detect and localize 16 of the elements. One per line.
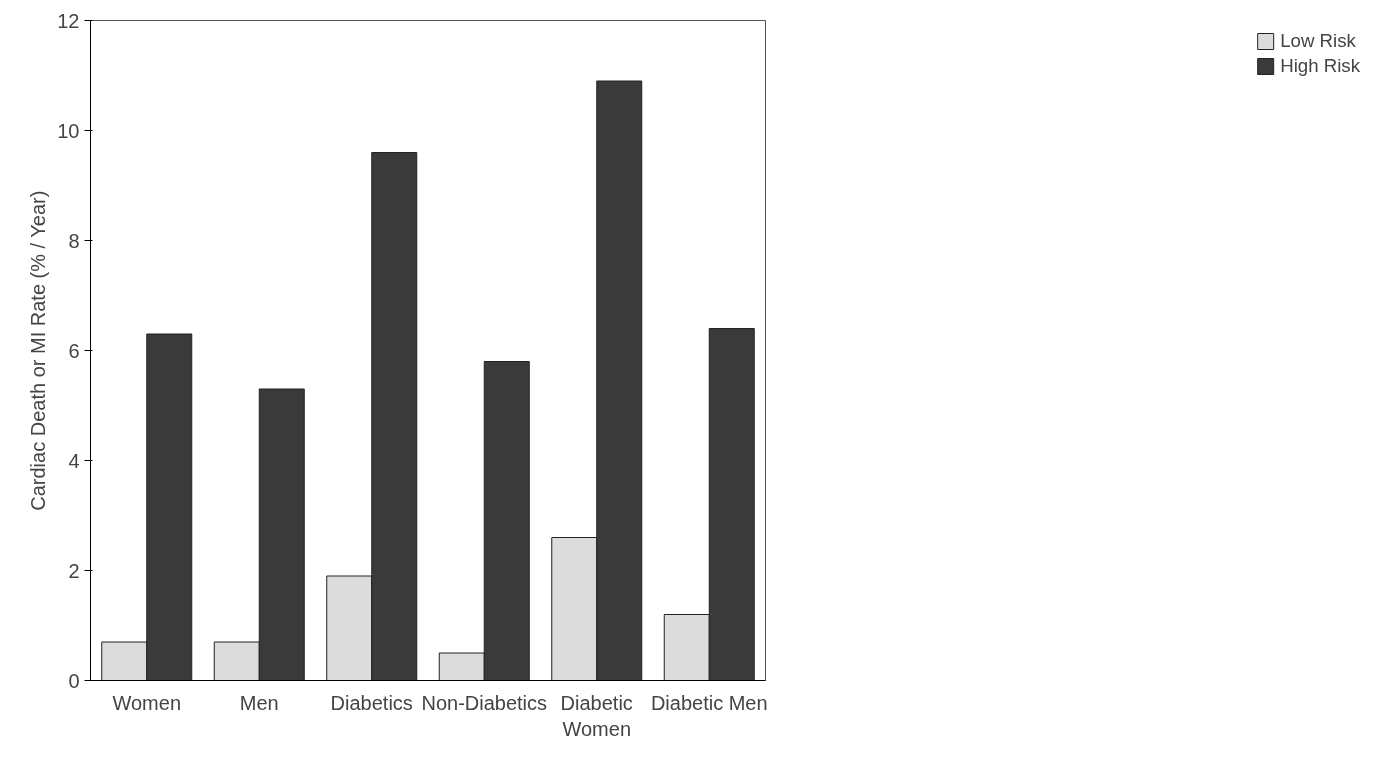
y-tick-label: 6 xyxy=(68,339,80,362)
y-axis-title: Cardiac Death or MI Rate (% / Year) xyxy=(27,190,50,511)
x-tick-label: Diabetics xyxy=(330,691,413,714)
legend-label: High Risk xyxy=(1280,55,1360,77)
legend-label: Low Risk xyxy=(1280,30,1356,52)
y-tick-label: 0 xyxy=(68,669,80,692)
y-tick-label: 4 xyxy=(68,449,80,472)
y-tick-label: 10 xyxy=(57,119,80,142)
y-tick-label: 8 xyxy=(68,229,80,252)
x-tick-label: Diabetic Men xyxy=(650,691,768,714)
x-tick-label: Non-Diabetics xyxy=(421,691,548,714)
x-tick-label: Women xyxy=(112,691,182,714)
y-tick-label: 12 xyxy=(57,9,80,32)
x-tick-label: Men xyxy=(239,691,279,714)
y-tick-label: 2 xyxy=(68,559,80,582)
x-tick-label: Diabetic Women xyxy=(560,691,633,740)
